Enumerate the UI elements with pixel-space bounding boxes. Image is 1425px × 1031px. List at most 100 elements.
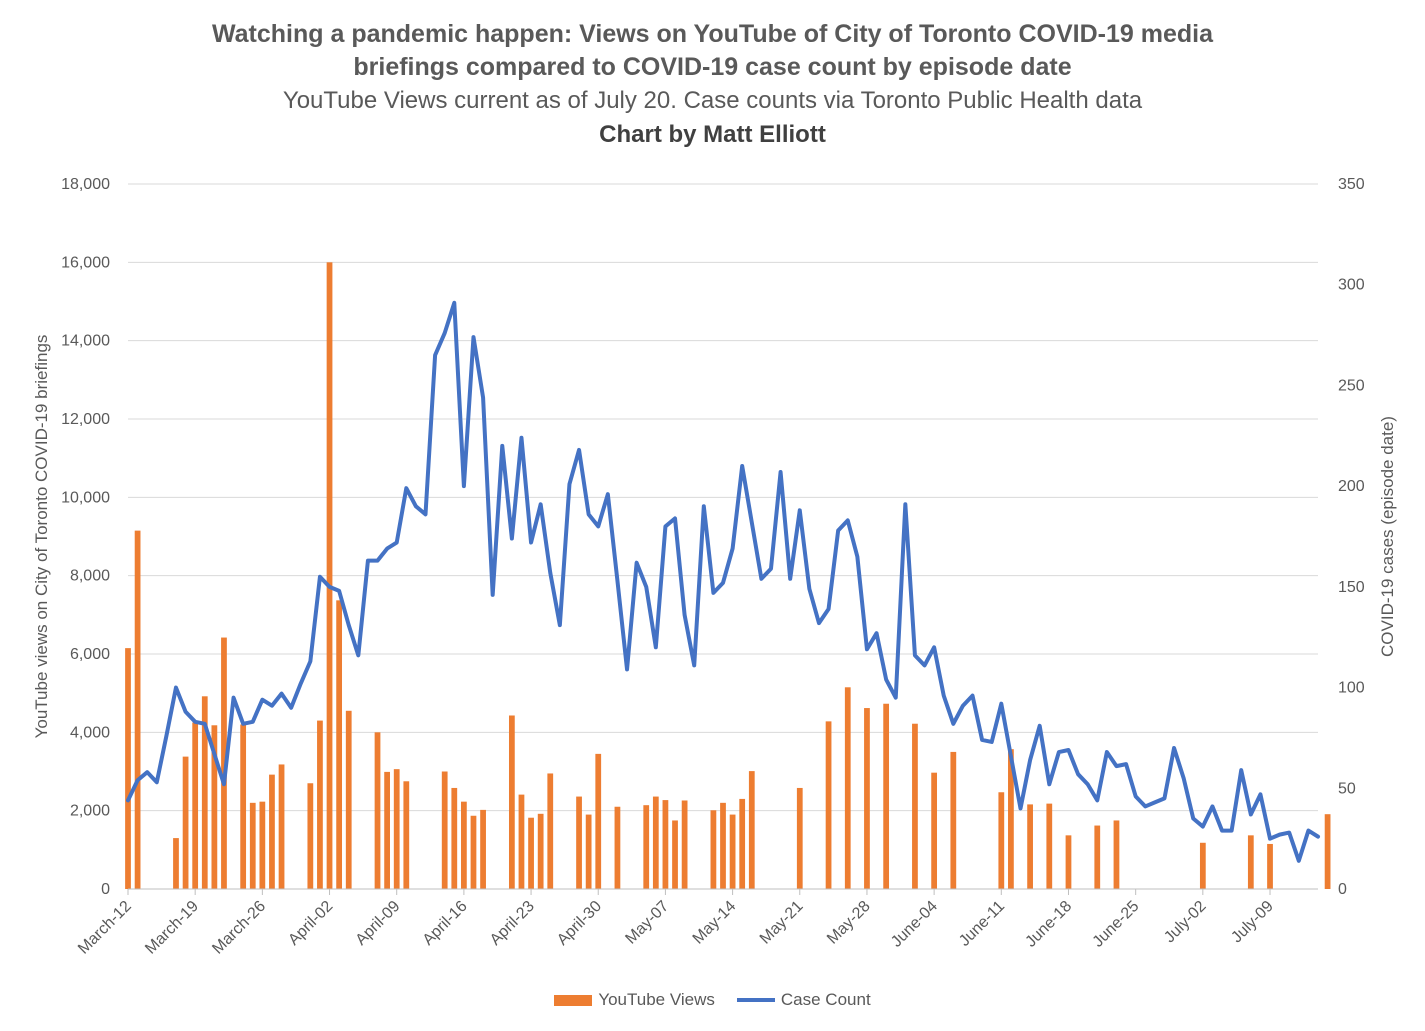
bar-youtube-views: [1199, 842, 1206, 889]
chart-title-block: Watching a pandemic happen: Views on You…: [0, 18, 1425, 153]
legend: YouTube Views Case Count: [0, 990, 1425, 1010]
legend-swatch-case-count: [736, 998, 775, 1002]
x-tick-label: March-12: [75, 898, 135, 958]
y-right-tick-label: 50: [1338, 780, 1356, 797]
y-left-tick-label: 14,000: [61, 333, 110, 350]
bar-youtube-views: [662, 800, 669, 889]
x-tick-label: June-11: [956, 898, 1008, 950]
bar-youtube-views: [864, 708, 870, 889]
bar-youtube-views: [1324, 814, 1331, 889]
bar-youtube-views: [950, 751, 957, 889]
y-left-tick-label: 8,000: [70, 568, 110, 585]
y-left-tick-label: 16,000: [61, 254, 110, 271]
legend-label-case-count: Case Count: [780, 990, 871, 1009]
x-tick-label: July-02: [1161, 898, 1210, 947]
y-right-tick-label: 0: [1338, 881, 1347, 898]
bar-youtube-views: [374, 732, 381, 889]
bar-youtube-views: [269, 774, 275, 889]
bar-youtube-views: [1247, 835, 1254, 889]
bar-youtube-views: [451, 787, 458, 889]
bar-youtube-views: [173, 838, 179, 889]
bar-youtube-views: [652, 796, 659, 889]
bar-youtube-views: [912, 723, 918, 889]
x-tick-label: May-21: [757, 898, 807, 948]
x-tick-label: April-09: [353, 898, 404, 949]
bar-youtube-views: [134, 530, 141, 889]
bar-youtube-views: [470, 815, 477, 889]
bar-youtube-views: [403, 781, 410, 889]
x-tick-label: May-14: [690, 898, 740, 948]
bar-youtube-views: [307, 783, 314, 889]
y-right-tick-label: 100: [1338, 680, 1365, 697]
chart-title-line-2: briefings compared to COVID-19 case coun…: [353, 53, 1072, 81]
x-tick-label: June-18: [1022, 898, 1075, 951]
bar-youtube-views: [1027, 804, 1033, 889]
bar-youtube-views: [844, 687, 851, 889]
bar-youtube-views: [182, 756, 189, 889]
x-tick-label: July-09: [1228, 898, 1277, 947]
x-tick-label: April-16: [420, 898, 471, 949]
bar-youtube-views: [384, 771, 390, 889]
legend-item-case-count: Case Count: [736, 990, 871, 1010]
x-tick-label: May-07: [622, 898, 672, 948]
x-tick-label: April-02: [285, 898, 336, 949]
bar-youtube-views: [528, 817, 534, 889]
y-left-tick-label: 4,000: [70, 724, 110, 741]
x-tick-label: June-25: [1090, 898, 1143, 951]
bar-youtube-views: [221, 637, 227, 889]
y-right-axis-title: COVID-19 cases (episode date): [1378, 416, 1397, 657]
bar-youtube-views: [508, 715, 515, 889]
bar-youtube-views: [326, 262, 333, 889]
y-left-tick-label: 0: [101, 881, 110, 898]
bar-youtube-views: [249, 802, 256, 889]
line-case-count: [126, 300, 1320, 863]
y-right-tick-label: 350: [1338, 176, 1365, 193]
bar-youtube-views: [345, 710, 352, 889]
bar-youtube-views: [739, 798, 746, 889]
bar-youtube-views: [259, 801, 266, 889]
y-left-axis-title: YouTube views on City of Toronto COVID-1…: [32, 335, 51, 739]
bar-youtube-views: [393, 769, 400, 889]
x-tick-label: June-04: [888, 898, 941, 951]
bar-youtube-views: [240, 724, 247, 889]
y-left-tick-label: 18,000: [61, 176, 110, 193]
y-right-tick-label: 150: [1338, 579, 1365, 596]
bar-youtube-views: [720, 802, 726, 889]
bar-youtube-views: [883, 703, 890, 889]
y-left-tick-label: 2,000: [70, 803, 110, 820]
y-left-tick-label: 6,000: [70, 646, 110, 663]
legend-item-youtube-views: YouTube Views: [554, 990, 715, 1010]
bar-youtube-views: [547, 773, 554, 889]
legend-swatch-youtube-views: [554, 994, 593, 1006]
bar-youtube-views: [480, 809, 486, 889]
bar-youtube-views: [1065, 835, 1072, 889]
y-right-tick-label: 300: [1338, 277, 1365, 294]
bar-youtube-views: [672, 820, 678, 889]
bar-youtube-views: [710, 810, 717, 889]
bar-youtube-views: [729, 814, 736, 889]
legend-label-youtube-views: YouTube Views: [598, 990, 715, 1009]
bar-youtube-views: [211, 725, 218, 889]
bar-youtube-views: [585, 814, 592, 889]
bar-youtube-views: [796, 787, 803, 889]
bar-youtube-views: [998, 792, 1005, 889]
bar-youtube-views: [461, 801, 467, 889]
chart-title-line-1: Watching a pandemic happen: Views on You…: [211, 20, 1213, 48]
chart-credit: Chart by Matt Elliott: [599, 121, 826, 148]
y-right-tick-label: 250: [1338, 377, 1365, 394]
x-tick-label: April-30: [554, 898, 605, 949]
bar-youtube-views: [201, 696, 208, 889]
bar-youtube-views: [1113, 820, 1120, 889]
bar-youtube-views: [1267, 843, 1273, 889]
bar-youtube-views: [825, 721, 832, 889]
chart-subtitle: YouTube Views current as of July 20. Cas…: [282, 87, 1143, 114]
bar-youtube-views: [278, 764, 285, 889]
x-tick-label: May-28: [824, 898, 874, 948]
bar-youtube-views: [1046, 803, 1053, 889]
bar-youtube-views: [336, 600, 343, 889]
bar-youtube-views: [192, 722, 199, 889]
bar-youtube-views: [125, 648, 131, 889]
bar-youtube-views: [537, 813, 544, 889]
